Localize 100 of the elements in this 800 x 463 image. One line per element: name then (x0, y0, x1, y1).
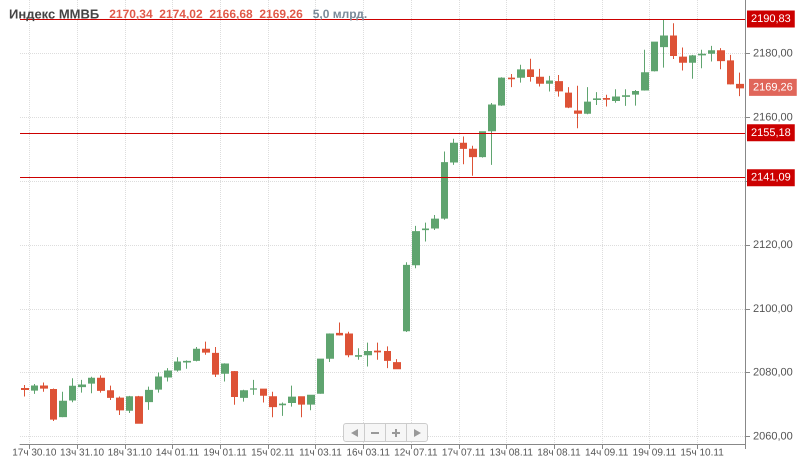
candlestick (107, 385, 114, 400)
candlestick (517, 64, 525, 84)
x-tick-label: 18ч 31.10 (108, 448, 152, 458)
x-tick-label: 19ч 09.11 (632, 448, 677, 458)
candlestick (622, 88, 630, 106)
candlestick (183, 360, 191, 370)
y-tick-label: 2160,00 (753, 111, 793, 124)
y-tick-label: 2120,00 (753, 238, 793, 251)
candlestick (326, 332, 334, 363)
candlestick (135, 395, 143, 424)
candlestick (460, 136, 467, 165)
candlestick (736, 72, 744, 97)
candlestick (479, 130, 486, 158)
candlestick (31, 384, 38, 394)
x-tick-label: 15ч 02.11 (251, 448, 295, 458)
candlestick (384, 346, 391, 369)
candlestick (717, 48, 725, 70)
candlestick (307, 394, 315, 411)
candlestick (727, 54, 734, 86)
candlestick (336, 322, 343, 336)
candlestick (422, 222, 429, 242)
x-tick-label: 11ч 03.11 (299, 448, 342, 458)
x-tick-label: 14ч 01.11 (156, 448, 200, 458)
candlestick (431, 214, 439, 230)
candlestick (393, 358, 401, 370)
x-tick-label: 18ч 08.11 (537, 448, 582, 458)
candlestick (97, 374, 105, 394)
candlestick (593, 92, 601, 106)
candlestick (78, 379, 86, 394)
candlestick (145, 386, 153, 410)
y-tick-label: 2080,00 (753, 366, 793, 379)
candlestick (679, 47, 687, 71)
candlestick (40, 382, 48, 392)
candlestick (412, 225, 420, 269)
candlestick (317, 358, 324, 394)
candlestick (155, 372, 162, 394)
candlestick (231, 370, 238, 406)
candlestick (345, 331, 353, 358)
candlestick (555, 74, 563, 98)
candlestick (670, 22, 677, 60)
x-tick-label: 17ч 07.11 (442, 448, 486, 458)
ref-line-label: 2190,83 (751, 13, 791, 26)
candlestick (698, 49, 706, 69)
candlestick (221, 362, 229, 382)
candlestick (689, 54, 696, 80)
candlestick (202, 341, 210, 356)
x-tick-label: 17ч 30.10 (12, 448, 57, 458)
x-tick-label: 16ч 03.11 (346, 448, 390, 458)
candlestick (164, 368, 172, 382)
candlestick (574, 85, 582, 129)
candlestick (441, 151, 448, 220)
candlestick (279, 402, 286, 416)
candlestick (374, 342, 381, 360)
candlestick (88, 376, 95, 394)
candlestick (126, 395, 133, 414)
candlestick (364, 342, 372, 367)
candlestick (269, 391, 277, 418)
candlestick (59, 391, 67, 418)
x-tick-label: 15ч 10.11 (680, 448, 724, 458)
candlestick (612, 88, 620, 104)
text: 2169,26 (753, 81, 793, 94)
candlestick (288, 385, 296, 408)
candlestick (403, 262, 410, 333)
candlestick (508, 74, 515, 88)
x-tick-label: 14ч 09.11 (584, 448, 629, 458)
candlestick (212, 346, 219, 378)
candlestick (651, 41, 658, 72)
candlestick (536, 68, 544, 87)
candlestick (469, 145, 477, 176)
candlestick (174, 356, 181, 372)
candlestick (450, 138, 458, 166)
candlestick (116, 396, 124, 416)
candlestick (250, 379, 257, 396)
y-tick-label: 2180,00 (753, 48, 793, 60)
annotation: 5,0 млрд. (312, 7, 368, 21)
ref-line-label: 2155,18 (751, 126, 791, 139)
candlestick (260, 388, 267, 404)
x-tick-label: 12ч 07.11 (394, 448, 438, 458)
x-tick-label: 19ч 01.11 (203, 448, 248, 458)
candlestick (298, 396, 305, 418)
ref-line-label: 2141,09 (751, 172, 791, 184)
candlestick (660, 18, 668, 68)
text: 2170,34 2174,02 2166,68 2169,26 (109, 7, 304, 21)
candlestick (632, 89, 639, 106)
candlestick (641, 49, 649, 92)
candlestick (603, 94, 610, 108)
candlestick (193, 346, 200, 362)
candlestick (69, 378, 76, 403)
candlestick (584, 86, 591, 115)
candlestick (498, 76, 505, 106)
x-tick-label: 13ч 31.10 (60, 448, 105, 458)
candlestick (21, 384, 29, 397)
candlestick (240, 389, 248, 402)
y-tick-label: 2060,00 (753, 430, 793, 442)
candlestick (527, 58, 534, 82)
y-tick-label: 2100,00 (753, 302, 793, 315)
candlestick (50, 388, 57, 422)
candlestick (546, 75, 553, 92)
candlestick (565, 86, 572, 109)
candlestick (355, 348, 362, 360)
